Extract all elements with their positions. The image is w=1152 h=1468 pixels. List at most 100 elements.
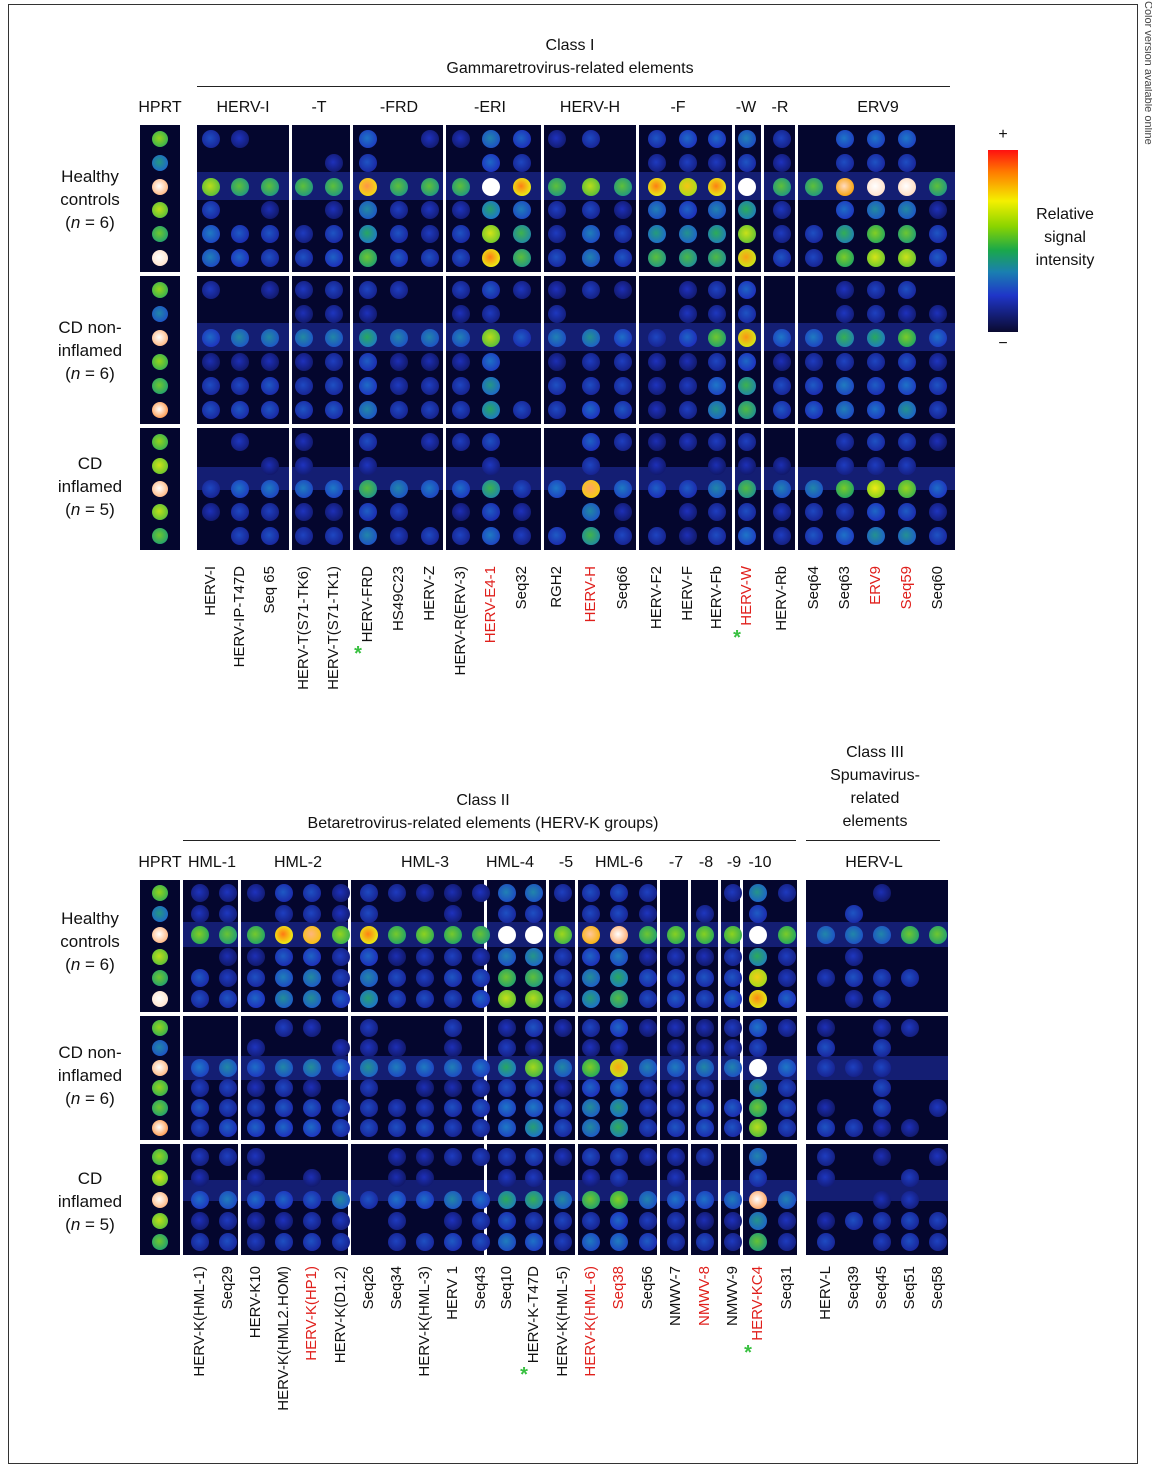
c1-probe-4-spot-2-2	[325, 480, 343, 498]
c1-hprt-spot-1-1	[152, 306, 168, 323]
c2-family-6: -7	[668, 854, 684, 871]
c1-probe-15-spot-0-3	[679, 201, 697, 220]
c2-probe-4-spot-0-1	[303, 905, 321, 924]
c2-probe-3-spot-2-2	[275, 1190, 293, 1209]
c1-probe-22-spot-2-1	[898, 456, 916, 475]
c1-group-0-line-2: (n = 6)	[65, 213, 115, 232]
c2-probe-7-spot-1-1	[388, 1039, 406, 1057]
c1-probe-4-spot-0-2	[325, 177, 343, 196]
c2-probe-14-spot-0-4	[582, 968, 600, 987]
c2-group-0-line-1: controls	[60, 932, 120, 951]
c2-probe-20-spot-2-4	[749, 1233, 767, 1252]
c2-probe-1-spot-0-2	[219, 926, 237, 945]
c2-family-5: HML-6	[594, 854, 643, 871]
c1-probe-22-spot-0-3	[898, 201, 916, 220]
c1-probe-5-spot-1-2	[359, 329, 377, 348]
c2-probe-2-spot-2-3	[247, 1211, 265, 1230]
c2-probe-1-spot-0-0	[219, 883, 237, 902]
c1-probe-5-spot-2-2	[359, 480, 377, 498]
c2-probe-8-spot-1-2	[416, 1059, 434, 1077]
c2-probe-4-spot-2-2	[303, 1190, 321, 1209]
c1-probe-17-spot-2-3	[738, 503, 756, 522]
c2-probe-12-spot-1-3	[525, 1079, 543, 1097]
c1-probe-3-spot-1-3	[295, 352, 313, 371]
c1-probe-16-spot-1-4	[708, 376, 726, 395]
c2-probe-19-spot-1-5	[724, 1119, 742, 1137]
c2-probe-8-spot-0-4	[416, 968, 434, 987]
c1-probe-8-spot-2-3	[452, 503, 470, 522]
c1-probe-12-spot-1-0	[582, 281, 600, 300]
c2-probe-14-spot-2-1	[582, 1169, 600, 1188]
c2-probe-7-spot-2-1	[388, 1169, 406, 1188]
c1-hprt-spot-1-5	[152, 401, 168, 418]
c1-probe-22-spot-2-0	[898, 433, 916, 452]
c1-vsep-4	[636, 125, 639, 550]
c2-probe-2-spot-2-0	[247, 1147, 265, 1166]
c2-probe-4-spot-0-3	[303, 947, 321, 966]
c1-probe-17-spot-1-2	[738, 329, 756, 348]
c1-probe-label-8: HERV-R(ERV-3)	[452, 566, 469, 676]
class3-title-line3: related	[850, 790, 900, 807]
c2-probe-2-spot-1-1	[247, 1039, 265, 1057]
c2-probe-11-spot-1-1	[498, 1039, 516, 1057]
c1-probe-16-spot-2-0	[708, 433, 726, 452]
c2-probe-0-spot-2-1	[191, 1169, 209, 1188]
c1-probe-0-spot-1-3	[202, 352, 220, 371]
c1-probe-15-spot-0-5	[679, 248, 697, 267]
c2-probe-13-spot-2-4	[554, 1233, 572, 1252]
c2-probe-12-spot-2-1	[525, 1169, 543, 1188]
c2-probe-19-spot-1-4	[724, 1099, 742, 1117]
c2-panel-1-0	[806, 880, 948, 1012]
c1-probe-21-spot-2-3	[867, 503, 885, 522]
c1-probe-8-spot-1-1	[452, 305, 470, 324]
c1-hprt-spot-0-1	[152, 154, 168, 171]
c3-probe-0-spot-0-2	[817, 926, 835, 945]
c2-probe-label-5: HERV-K(D1.2)	[332, 1266, 349, 1364]
c2-probe-9-spot-1-1	[444, 1039, 462, 1057]
c2-probe-0-spot-1-5	[191, 1119, 209, 1137]
c2-probe-15-spot-1-2	[610, 1059, 628, 1077]
c2-probe-13-spot-1-5	[554, 1119, 572, 1137]
c2-group-0-line-0: Healthy	[61, 909, 119, 928]
c2-probe-8-spot-1-3	[416, 1079, 434, 1097]
c1-probe-12-spot-1-2	[582, 329, 600, 348]
c1-probe-10-spot-2-2	[513, 480, 531, 498]
c2-probe-9-spot-1-3	[444, 1079, 462, 1097]
c1-probe-17-spot-1-5	[738, 400, 756, 419]
c2-probe-10-spot-2-3	[472, 1211, 490, 1230]
c1-probe-6-spot-1-0	[390, 281, 408, 300]
c2-probe-13-spot-1-2	[554, 1059, 572, 1077]
c1-probe-12-spot-2-1	[582, 456, 600, 475]
c3-probe-0-spot-2-1	[817, 1169, 835, 1188]
colorbar-plus: +	[998, 126, 1008, 143]
c1-probe-12-spot-2-2	[582, 480, 600, 498]
c2-hprt-spot-1-4	[152, 1100, 168, 1116]
c1-probe-12-spot-2-3	[582, 503, 600, 522]
c2-probe-15-spot-2-3	[610, 1211, 628, 1230]
c1-probe-17-spot-1-0	[738, 281, 756, 300]
c2-probe-14-spot-1-2	[582, 1059, 600, 1077]
class3-rule	[806, 840, 940, 841]
c1-probe-8-spot-0-2	[452, 177, 470, 196]
c1-probe-0-spot-0-3	[202, 201, 220, 220]
colorbar-label-line3: intensity	[1035, 252, 1095, 269]
c2-probe-10-spot-2-0	[472, 1147, 490, 1166]
c1-probe-21-spot-2-2	[867, 480, 885, 498]
c2-probe-13-spot-1-3	[554, 1079, 572, 1097]
c1-probe-3-spot-2-3	[295, 503, 313, 522]
c2-probe-21-spot-2-3	[778, 1211, 796, 1230]
figure-frame	[8, 4, 1138, 1464]
c1-probe-3-spot-1-4	[295, 376, 313, 395]
c1-vsep-3	[541, 125, 544, 550]
c2-probe-3-spot-1-2	[275, 1059, 293, 1077]
c1-probe-20-spot-2-2	[836, 480, 854, 498]
c1-hprt-spot-0-2	[152, 178, 168, 195]
c1-probe-23-spot-2-4	[929, 526, 947, 545]
c1-probe-13-spot-2-3	[614, 503, 632, 522]
c1-probe-16-spot-2-4	[708, 526, 726, 545]
c2-probe-17-spot-2-1	[667, 1169, 685, 1188]
c1-family-1: -T	[311, 99, 327, 116]
c1-probe-1-spot-1-4	[231, 376, 249, 395]
c1-hprt-spot-2-3	[152, 504, 168, 521]
c2-probe-20-spot-2-0	[749, 1147, 767, 1166]
